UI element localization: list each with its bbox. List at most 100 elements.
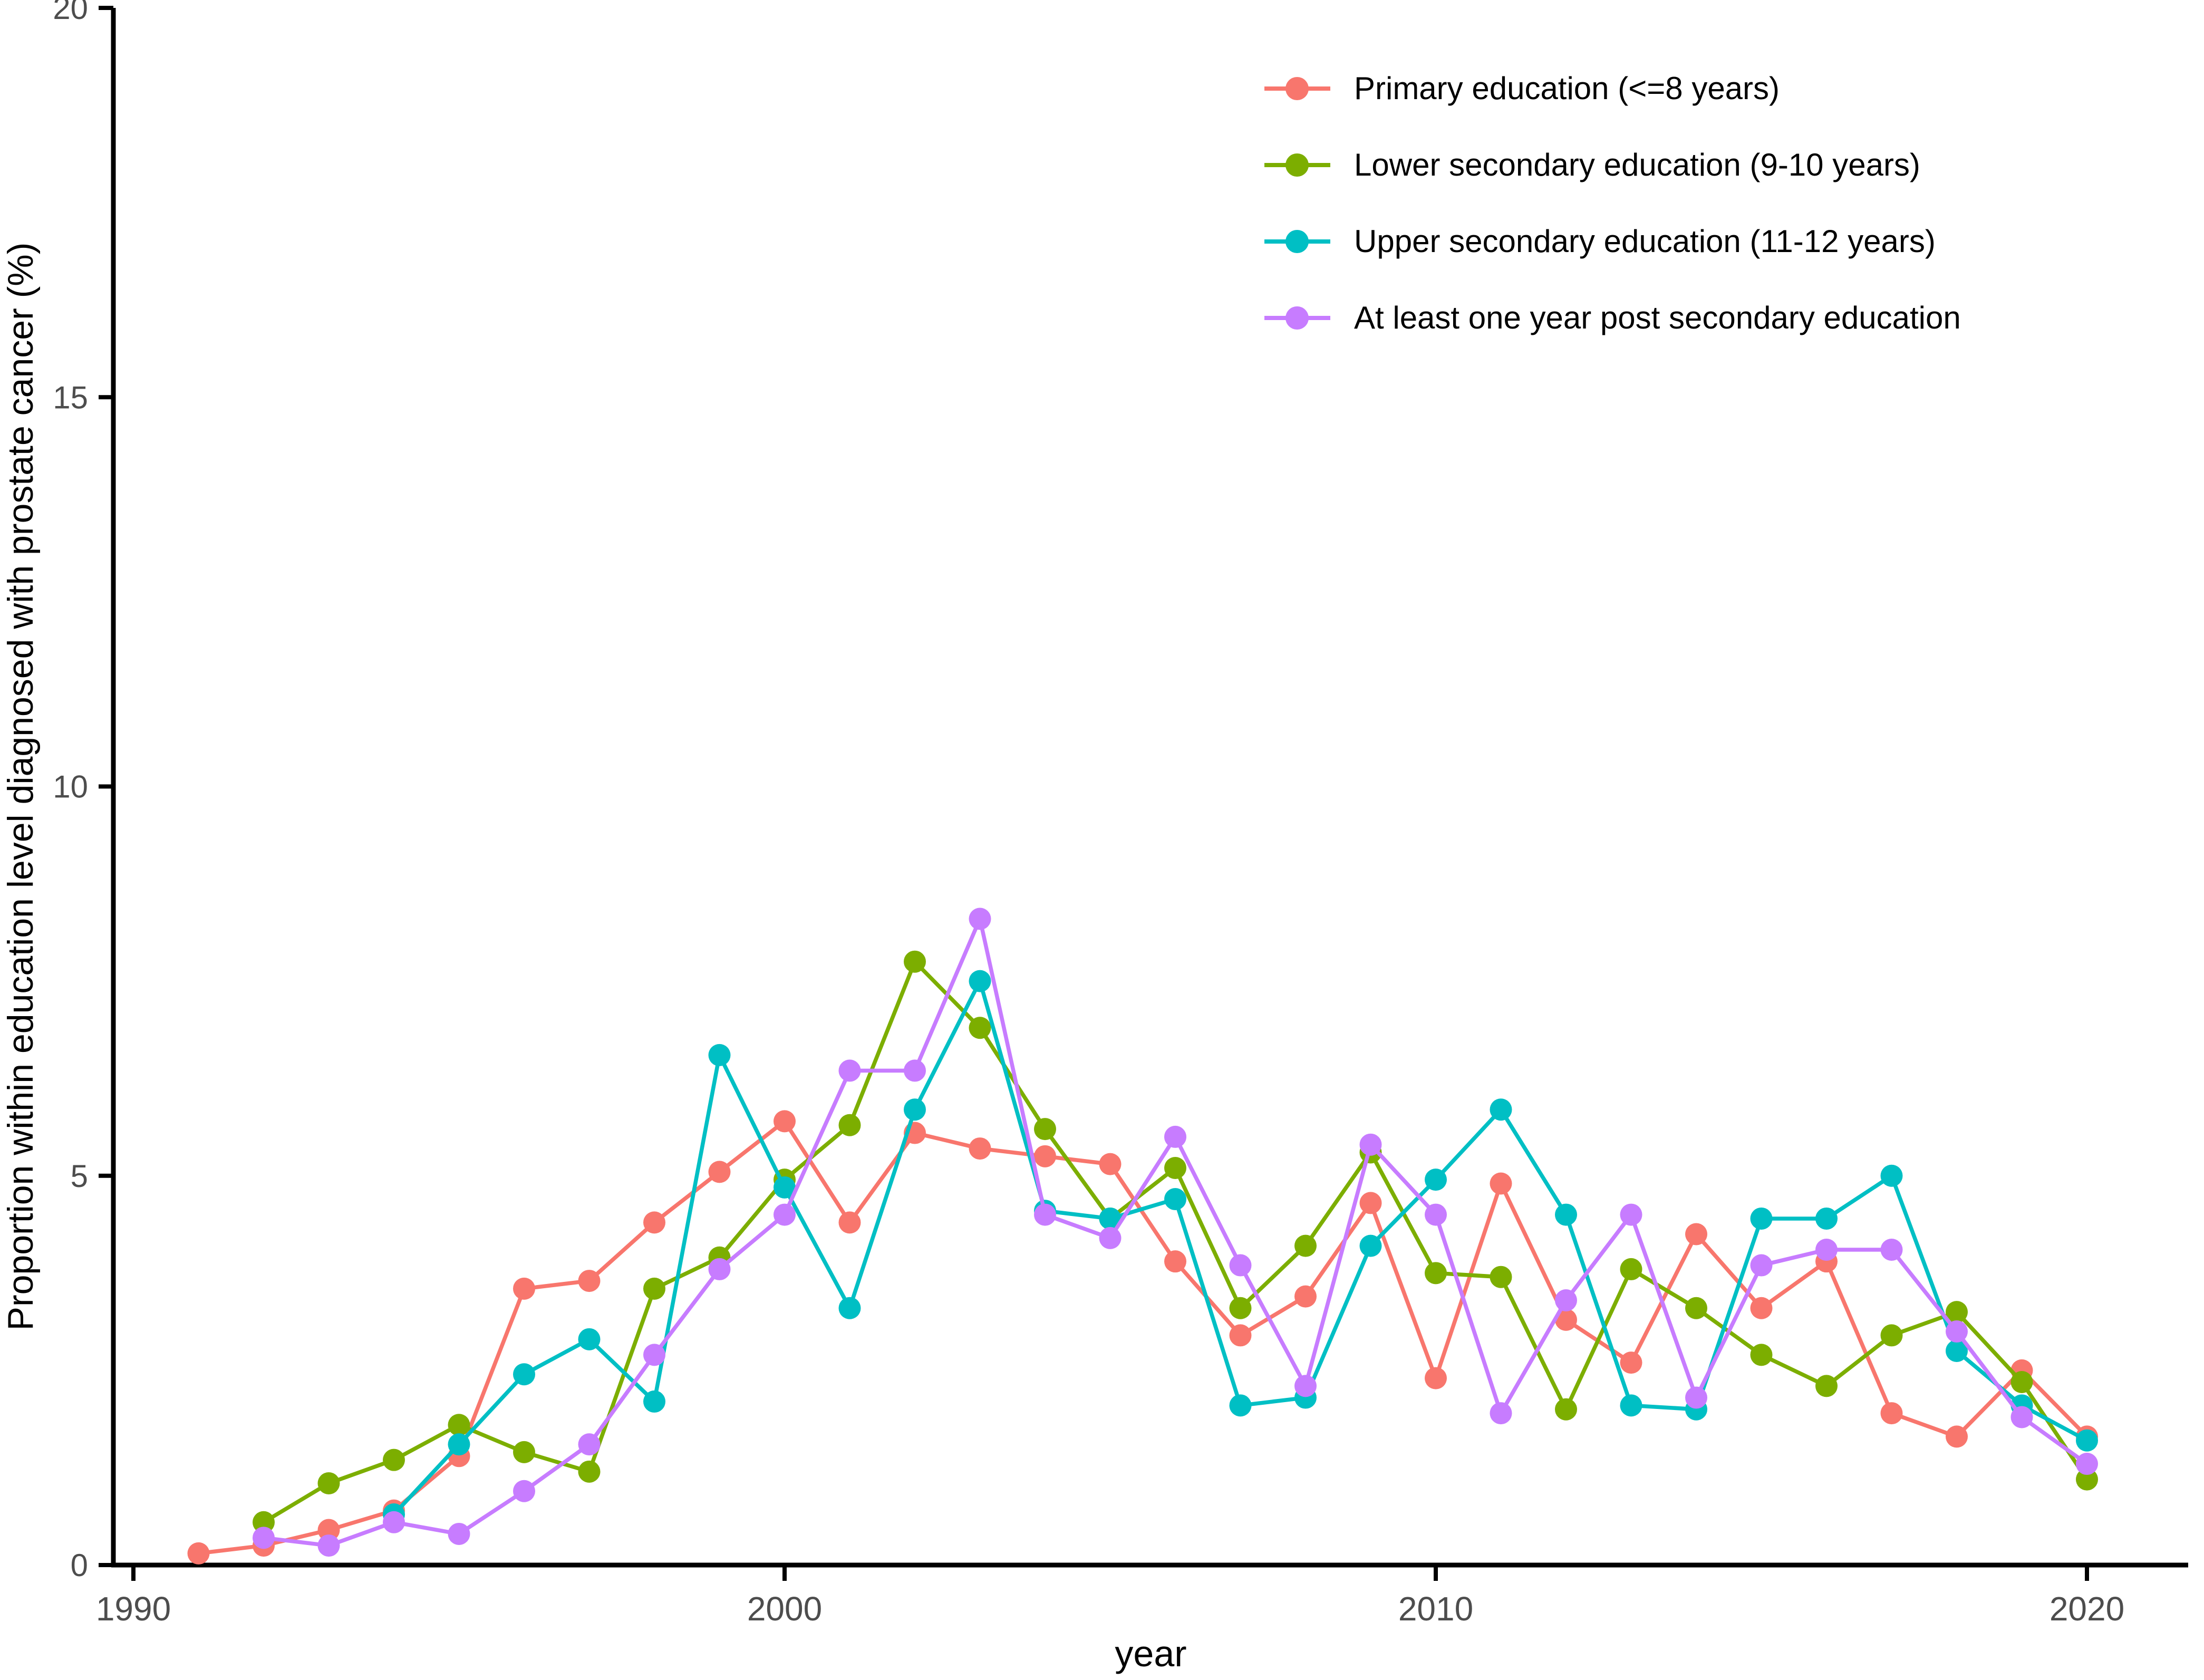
series-4 bbox=[253, 907, 2098, 1557]
data-point bbox=[1425, 1262, 1447, 1285]
x-tick-label: 2010 bbox=[1398, 1590, 1473, 1628]
data-point bbox=[1750, 1207, 1773, 1230]
data-point bbox=[708, 1161, 731, 1183]
data-point bbox=[2010, 1371, 2033, 1394]
data-point bbox=[1620, 1394, 1642, 1417]
x-tick-label: 2020 bbox=[2050, 1590, 2124, 1628]
data-point bbox=[969, 907, 991, 930]
data-point bbox=[1359, 1234, 1382, 1257]
data-point bbox=[1880, 1324, 1903, 1347]
data-point bbox=[2076, 1429, 2098, 1452]
data-point bbox=[578, 1270, 601, 1292]
data-point bbox=[2076, 1468, 2098, 1491]
data-point bbox=[774, 1203, 796, 1226]
data-point bbox=[1099, 1227, 1122, 1249]
legend-dot bbox=[1285, 77, 1309, 100]
data-point bbox=[643, 1211, 665, 1234]
data-point bbox=[1425, 1169, 1447, 1191]
data-point bbox=[774, 1110, 796, 1133]
legend-dot bbox=[1285, 306, 1309, 330]
data-point bbox=[1815, 1375, 1838, 1397]
data-point bbox=[383, 1511, 405, 1533]
data-point bbox=[1555, 1308, 1577, 1331]
data-point bbox=[1750, 1254, 1773, 1277]
data-point bbox=[643, 1344, 665, 1366]
data-point bbox=[969, 1137, 991, 1160]
data-point bbox=[838, 1297, 861, 1319]
data-point bbox=[187, 1542, 210, 1565]
data-point bbox=[643, 1390, 665, 1413]
series-line bbox=[262, 959, 2089, 1524]
data-point bbox=[1359, 1133, 1382, 1156]
data-point bbox=[1294, 1234, 1317, 1257]
data-point bbox=[1750, 1297, 1773, 1319]
data-point bbox=[1946, 1301, 1968, 1324]
data-point bbox=[253, 1511, 275, 1533]
data-point bbox=[838, 1211, 861, 1234]
data-point bbox=[1620, 1203, 1642, 1226]
data-point bbox=[1490, 1266, 1512, 1288]
data-point bbox=[1946, 1339, 1968, 1362]
data-point bbox=[1294, 1375, 1317, 1397]
data-point bbox=[1880, 1164, 1903, 1187]
y-tick-label: 5 bbox=[71, 1158, 88, 1194]
y-tick-label: 20 bbox=[53, 0, 88, 26]
data-point bbox=[969, 1017, 991, 1039]
data-point bbox=[904, 1098, 926, 1121]
data-point bbox=[838, 1059, 861, 1082]
data-point bbox=[1685, 1297, 1707, 1319]
data-point bbox=[1946, 1425, 1968, 1448]
series-line bbox=[196, 1119, 2089, 1556]
data-point bbox=[708, 1258, 731, 1280]
data-point bbox=[1620, 1351, 1642, 1374]
data-point bbox=[578, 1328, 601, 1350]
legend-item: At least one year post secondary educati… bbox=[1264, 300, 1961, 335]
data-point bbox=[2010, 1406, 2033, 1428]
x-axis-title: year bbox=[1115, 1633, 1186, 1674]
data-point bbox=[1555, 1203, 1577, 1226]
y-tick-label: 0 bbox=[71, 1548, 88, 1583]
data-point bbox=[1555, 1398, 1577, 1421]
data-point bbox=[513, 1441, 535, 1463]
data-point bbox=[1164, 1125, 1186, 1148]
data-point bbox=[1490, 1098, 1512, 1121]
legend-item: Upper secondary education (11-12 years) bbox=[1264, 224, 1936, 259]
data-point bbox=[1099, 1153, 1122, 1175]
data-point bbox=[1034, 1145, 1056, 1167]
data-point bbox=[1685, 1386, 1707, 1409]
data-point bbox=[1685, 1223, 1707, 1245]
data-point bbox=[1815, 1239, 1838, 1261]
data-point bbox=[1099, 1207, 1122, 1230]
data-point bbox=[317, 1472, 340, 1494]
data-point bbox=[774, 1176, 796, 1199]
data-point bbox=[253, 1527, 275, 1549]
data-point bbox=[1620, 1258, 1642, 1280]
data-point bbox=[1034, 1118, 1056, 1141]
legend: Primary education (<=8 years) Lower secon… bbox=[1264, 71, 1961, 335]
data-point bbox=[317, 1534, 340, 1557]
data-point bbox=[448, 1414, 470, 1436]
y-tick-label: 15 bbox=[53, 380, 88, 415]
data-point bbox=[317, 1519, 340, 1541]
data-point bbox=[1750, 1344, 1773, 1366]
data-point bbox=[1164, 1188, 1186, 1211]
data-point bbox=[838, 1114, 861, 1136]
x-tick-label: 1990 bbox=[96, 1590, 171, 1628]
data-point bbox=[1555, 1289, 1577, 1311]
legend-label: Lower secondary education (9-10 years) bbox=[1354, 147, 1920, 182]
data-point bbox=[1359, 1192, 1382, 1214]
data-point bbox=[513, 1363, 535, 1386]
legend-dot bbox=[1285, 153, 1309, 177]
legend-label: Upper secondary education (11-12 years) bbox=[1354, 224, 1936, 259]
data-point bbox=[383, 1449, 405, 1471]
data-point bbox=[1425, 1367, 1447, 1389]
y-axis-title: Proportion within education level diagno… bbox=[1, 243, 41, 1331]
data-point bbox=[448, 1433, 470, 1456]
legend-dot bbox=[1285, 230, 1309, 253]
data-point bbox=[1490, 1172, 1512, 1195]
legend-item: Primary education (<=8 years) bbox=[1264, 71, 1780, 106]
data-point bbox=[578, 1460, 601, 1483]
data-point bbox=[1164, 1250, 1186, 1273]
